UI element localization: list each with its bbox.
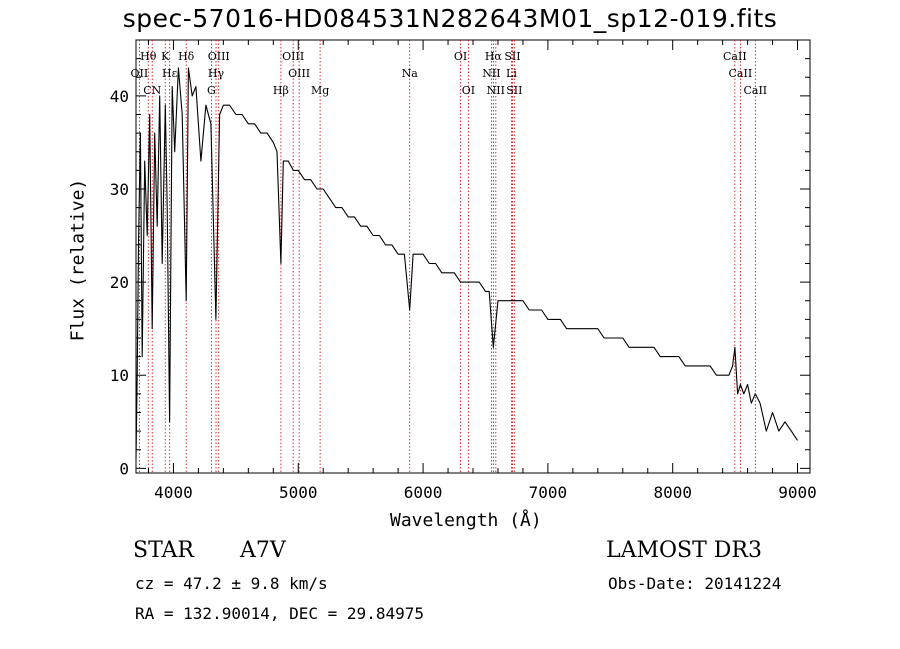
spectral-line-markers bbox=[138, 40, 756, 473]
chart-title: spec-57016-HD084531N282643M01_sp12-019.f… bbox=[122, 4, 778, 33]
line-label-5: CN bbox=[143, 84, 161, 97]
y-tick-label-1: 10 bbox=[110, 366, 129, 385]
line-label-7: OIII bbox=[208, 50, 230, 63]
line-label-17: NII bbox=[482, 67, 500, 80]
line-label-1: K bbox=[161, 50, 170, 63]
x-tick-label-1: 5000 bbox=[279, 483, 318, 502]
line-label-0: Hθ bbox=[140, 50, 157, 63]
line-label-8: Hγ bbox=[208, 67, 225, 80]
x-tick-label-5: 9000 bbox=[778, 483, 817, 502]
plot-frame bbox=[135, 39, 811, 474]
line-label-15: OI bbox=[462, 84, 475, 97]
x-axis-label: Wavelength (Å) bbox=[390, 510, 542, 531]
y-axis-label: Flux (relative) bbox=[67, 178, 89, 342]
line-label-6: G bbox=[207, 84, 216, 97]
object-subclass: A7V bbox=[240, 538, 286, 563]
line-label-9: Hβ bbox=[273, 84, 289, 97]
line-label-12: Mg bbox=[311, 84, 329, 97]
line-label-16: Hα bbox=[485, 50, 503, 63]
line-label-3: OII bbox=[131, 67, 149, 80]
line-label-24: CaII bbox=[743, 84, 767, 97]
line-label-22: CaII bbox=[723, 50, 747, 63]
y-tick-label-4: 40 bbox=[110, 87, 129, 106]
line-label-19: SII bbox=[504, 50, 520, 63]
line-label-20: Li bbox=[506, 67, 517, 80]
line-label-23: CaII bbox=[729, 67, 753, 80]
line-label-11: OIII bbox=[288, 67, 310, 80]
y-tick-label-3: 30 bbox=[110, 180, 129, 199]
line-label-10: OIII bbox=[282, 50, 304, 63]
survey-name: LAMOST DR3 bbox=[606, 538, 762, 563]
x-axis: 4000 5000 6000 7000 8000 9000 bbox=[147, 40, 817, 502]
spectrum-line bbox=[135, 67, 798, 460]
y-tick-label-2: 20 bbox=[110, 273, 129, 292]
x-tick-label-3: 7000 bbox=[529, 483, 568, 502]
x-tick-label-2: 6000 bbox=[404, 483, 443, 502]
line-label-18: NII bbox=[487, 84, 505, 97]
redshift-cz: cz = 47.2 ± 9.8 km/s bbox=[135, 574, 328, 593]
line-label-21: SII bbox=[506, 84, 522, 97]
y-axis: 0 10 20 30 40 bbox=[110, 58, 810, 478]
line-label-14: OI bbox=[454, 50, 467, 63]
line-label-2: Hδ bbox=[178, 50, 195, 63]
x-tick-label-0: 4000 bbox=[154, 483, 193, 502]
x-tick-label-4: 8000 bbox=[653, 483, 692, 502]
ra-dec-coordinates: RA = 132.90014, DEC = 29.84975 bbox=[135, 604, 424, 623]
line-label-13: Na bbox=[402, 67, 419, 80]
object-class: STAR bbox=[133, 538, 194, 563]
observation-date: Obs-Date: 20141224 bbox=[608, 574, 782, 593]
line-label-4: Hε bbox=[162, 67, 178, 80]
y-tick-label-0: 0 bbox=[119, 459, 129, 478]
